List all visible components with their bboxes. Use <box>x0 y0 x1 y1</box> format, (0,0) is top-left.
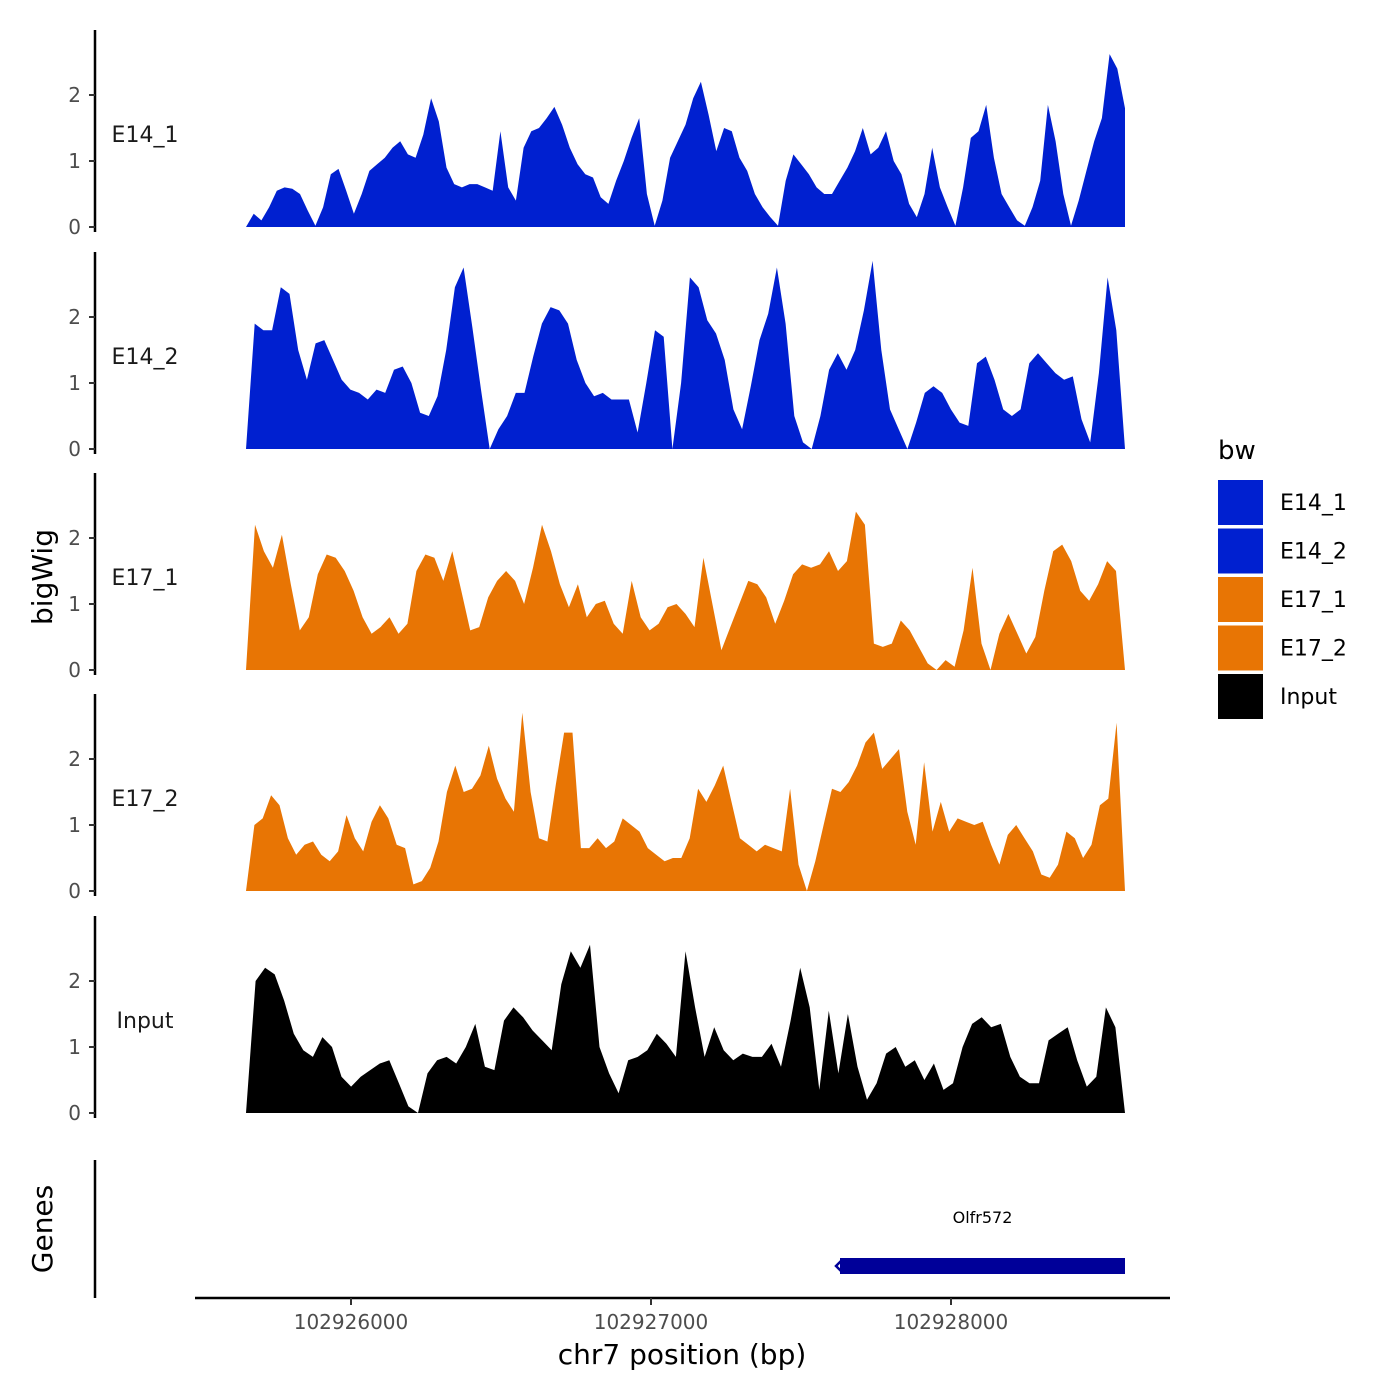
coverage-tracks: 0 1 2 E14_1 0 1 2 E14_2 0 1 2 E17_1 0 1 2 E17_2 0 1 2 Input <box>68 30 1125 1125</box>
gene-strand-arrow <box>834 1259 843 1273</box>
x-axis: 102926000 102927000 102928000 <box>195 1296 1170 1334</box>
legend-label: E17_1 <box>1280 588 1347 613</box>
track-label: E14_2 <box>112 345 179 370</box>
track-E14_1: 0 1 2 E14_1 <box>68 30 1125 239</box>
y-tick-label: 1 <box>68 813 81 837</box>
x-tick-label: 102928000 <box>894 1310 1009 1334</box>
coverage-area-E14_1 <box>246 54 1125 227</box>
x-tick-label: 102926000 <box>294 1310 409 1334</box>
legend: bw E14_1 E14_2 E17_1 E17_2 Input <box>1218 436 1347 719</box>
legend-swatch-E14_1 <box>1218 480 1263 525</box>
gene-track: Olfr572 <box>93 1160 1125 1298</box>
y-tick-label: 0 <box>68 437 81 461</box>
legend-label: E14_1 <box>1280 491 1347 516</box>
y-tick-label: 1 <box>68 149 81 173</box>
legend-label: E14_2 <box>1280 540 1347 565</box>
y-tick-label: 0 <box>68 1101 81 1125</box>
y-axis-title: bigWig <box>26 529 59 625</box>
coverage-area-E17_2 <box>246 712 1125 891</box>
track-Input: 0 1 2 Input <box>68 916 1125 1125</box>
coverage-area-E17_1 <box>246 511 1125 670</box>
y-tick-label: 1 <box>68 371 81 395</box>
track-label: E17_1 <box>112 566 179 591</box>
gene-track-title: Genes <box>26 1185 59 1273</box>
y-tick-label: 0 <box>68 215 81 239</box>
x-tick-label: 102927000 <box>594 1310 709 1334</box>
legend-swatch-Input <box>1218 674 1263 719</box>
track-E17_2: 0 1 2 E17_2 <box>68 694 1125 903</box>
y-tick-label: 2 <box>68 747 81 771</box>
y-tick-label: 2 <box>68 83 81 107</box>
x-axis-title: chr7 position (bp) <box>558 1338 807 1371</box>
y-tick-label: 1 <box>68 1035 81 1059</box>
legend-label: E17_2 <box>1280 637 1347 662</box>
track-label: E14_1 <box>112 123 179 148</box>
legend-swatch-E17_1 <box>1218 577 1263 622</box>
y-tick-label: 2 <box>68 526 81 550</box>
y-tick-label: 1 <box>68 592 81 616</box>
track-E17_1: 0 1 2 E17_1 <box>68 473 1125 682</box>
gene-body <box>840 1258 1125 1274</box>
coverage-area-E14_2 <box>246 260 1125 449</box>
track-label: E17_2 <box>112 787 179 812</box>
legend-swatch-E17_2 <box>1218 625 1263 671</box>
track-E14_2: 0 1 2 E14_2 <box>68 252 1125 461</box>
y-tick-label: 2 <box>68 305 81 329</box>
y-tick-label: 0 <box>68 879 81 903</box>
legend-swatch-E14_2 <box>1218 528 1263 574</box>
y-tick-label: 2 <box>68 969 81 993</box>
legend-title: bw <box>1218 436 1256 466</box>
coverage-area-Input <box>246 944 1125 1113</box>
legend-label: Input <box>1280 685 1337 710</box>
y-tick-label: 0 <box>68 658 81 682</box>
track-label: Input <box>117 1009 174 1034</box>
gene-label: Olfr572 <box>953 1208 1013 1227</box>
